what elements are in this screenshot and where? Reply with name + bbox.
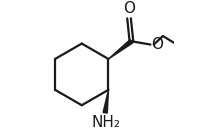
Text: O: O xyxy=(123,1,135,16)
Polygon shape xyxy=(108,40,133,59)
Text: NH₂: NH₂ xyxy=(92,115,121,130)
Text: O: O xyxy=(151,37,164,52)
Polygon shape xyxy=(103,90,108,113)
